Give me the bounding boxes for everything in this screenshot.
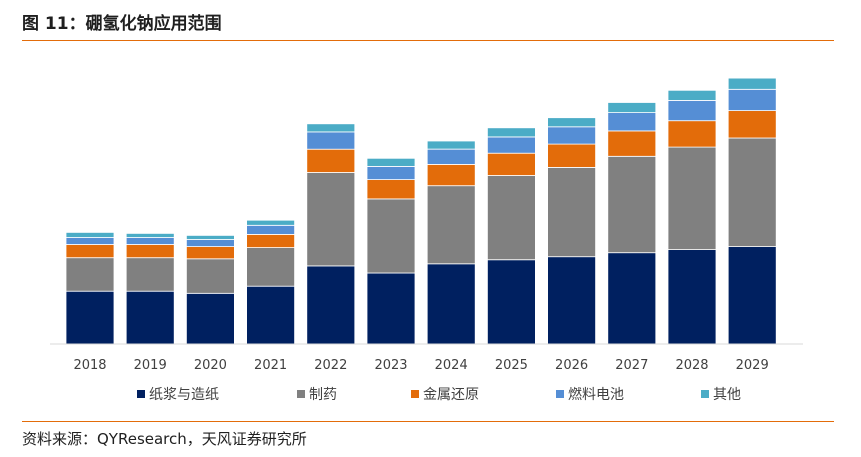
x-tick-label: 2018 <box>73 358 106 373</box>
bar-2028-series-0 <box>667 249 717 345</box>
bar-2019-series-4 <box>125 232 175 238</box>
bar-2029-series-2 <box>727 110 777 139</box>
bar-2020-series-2 <box>185 246 235 260</box>
bar-2029-series-4 <box>727 77 777 90</box>
x-tick-label: 2021 <box>254 358 287 373</box>
bar-2027-series-1 <box>607 155 657 254</box>
bar-2026-series-2 <box>547 143 596 168</box>
bar-2024-series-3 <box>426 148 476 165</box>
bar-2024-series-1 <box>426 185 476 265</box>
bar-2019-series-2 <box>125 244 175 259</box>
bar-2026-series-4 <box>547 117 596 128</box>
bar-2023-series-2 <box>366 179 416 200</box>
legend-swatch-3 <box>556 390 564 398</box>
bar-2020-series-4 <box>185 234 235 240</box>
bar-2028-series-3 <box>667 100 717 122</box>
bar-2018-series-4 <box>65 231 115 238</box>
bar-2018-series-0 <box>65 290 115 345</box>
stacked-bar-chart: 2018 2019 2020 2021 2022 2023 2024 2025 2026 2027… <box>50 77 803 403</box>
x-tick-label: 2027 <box>615 358 648 373</box>
bar-2023-series-1 <box>366 198 416 274</box>
bar-2020-series-3 <box>185 239 235 247</box>
bar-2024-series-0 <box>426 263 476 345</box>
bar-2026-series-3 <box>547 126 596 145</box>
x-tick-label: 2025 <box>495 358 528 373</box>
bar-2025-series-3 <box>486 136 536 154</box>
bar-2022-series-3 <box>306 131 356 150</box>
legend-label-1: 制药 <box>309 387 337 403</box>
x-tick-label: 2020 <box>194 358 227 373</box>
bar-2021-series-0 <box>246 285 296 345</box>
bar-2026-series-0 <box>547 256 596 345</box>
legend-swatch-1 <box>297 390 305 398</box>
bar-2025-series-0 <box>486 259 536 345</box>
bar-2024-series-2 <box>426 163 476 187</box>
x-tick-labels: 2018 2019 2020 2021 2022 2023 2024 2025 2026 2027… <box>73 358 768 373</box>
title-divider <box>22 40 834 41</box>
legend-label-3: 燃料电池 <box>568 386 624 403</box>
bar-2024-series-4 <box>426 140 476 150</box>
bar-2018-series-3 <box>65 236 115 245</box>
legend-swatch-2 <box>411 390 419 398</box>
bar-2022-series-4 <box>306 123 356 133</box>
bar-2021-series-1 <box>246 247 296 287</box>
bar-2021-series-2 <box>246 233 296 248</box>
bar-2023-series-3 <box>366 165 416 180</box>
bar-2029-series-3 <box>727 88 777 112</box>
bar-2021-series-4 <box>246 219 296 226</box>
bar-2026-series-1 <box>547 166 596 258</box>
bar-2020-series-0 <box>185 292 235 345</box>
bar-2025-series-4 <box>486 127 536 138</box>
bar-2021-series-3 <box>246 224 296 235</box>
x-tick-label: 2029 <box>736 358 769 373</box>
x-tick-label: 2019 <box>134 358 167 373</box>
bar-2022-series-2 <box>306 148 356 173</box>
legend-swatch-0 <box>137 390 145 398</box>
bar-2028-series-1 <box>667 146 717 251</box>
bar-2028-series-4 <box>667 89 717 101</box>
legend-label-2: 金属还原 <box>423 387 479 403</box>
x-tick-label: 2028 <box>675 358 708 373</box>
bar-2019-series-3 <box>125 236 175 245</box>
legend-label-4: 其他 <box>713 387 741 403</box>
bar-2028-series-2 <box>667 120 717 148</box>
bar-2027-series-0 <box>607 252 657 345</box>
x-tick-label: 2022 <box>314 358 347 373</box>
bar-2027-series-3 <box>607 112 657 132</box>
bars-group <box>65 77 777 345</box>
bar-2027-series-4 <box>607 102 657 114</box>
bar-2025-series-2 <box>486 152 536 176</box>
bar-2022-series-0 <box>306 265 356 345</box>
x-tick-label: 2023 <box>374 358 407 373</box>
bar-2025-series-1 <box>486 175 536 261</box>
bar-2019-series-1 <box>125 257 175 292</box>
bar-2020-series-1 <box>185 258 235 294</box>
bar-2018-series-2 <box>65 244 115 259</box>
bar-2023-series-4 <box>366 157 416 167</box>
source-note: 资料来源：QYResearch，天风证券研究所 <box>22 430 307 448</box>
figure-title: 图 11：硼氢化钠应用范围 <box>22 14 222 34</box>
bar-2022-series-1 <box>306 172 356 267</box>
bar-2027-series-2 <box>607 130 657 157</box>
bar-2029-series-0 <box>727 246 777 345</box>
x-tick-label: 2024 <box>435 358 468 373</box>
legend-label-0: 纸浆与造纸 <box>149 387 219 403</box>
bar-2019-series-0 <box>125 290 175 345</box>
bar-2018-series-1 <box>65 257 115 292</box>
bar-2029-series-1 <box>727 137 777 247</box>
legend-swatch-4 <box>701 390 709 398</box>
bar-2023-series-0 <box>366 272 416 345</box>
source-divider <box>22 421 834 422</box>
x-tick-label: 2026 <box>555 358 588 373</box>
legend: 纸浆与造纸 制药 金属还原 燃料电池 其他 <box>137 386 741 403</box>
